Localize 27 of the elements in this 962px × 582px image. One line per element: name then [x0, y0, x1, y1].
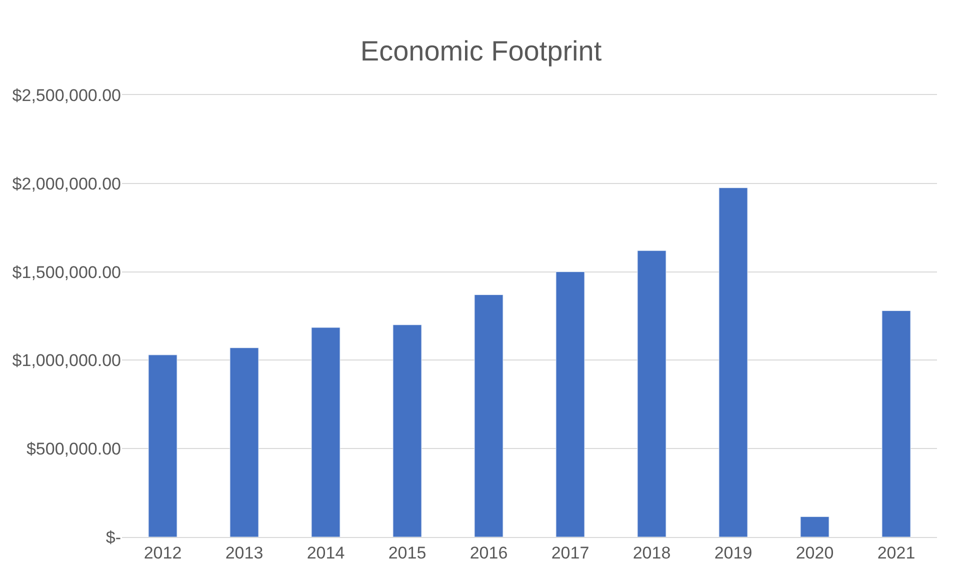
y-tick-label: $1,500,000.00: [12, 262, 121, 282]
bar: [637, 250, 666, 537]
x-tick-label: 2019: [714, 543, 752, 562]
y-tick-label: $1,000,000.00: [12, 351, 121, 370]
x-tick-label: 2015: [388, 543, 426, 562]
x-tick-label: 2016: [470, 543, 508, 562]
y-tick-label: $2,000,000.00: [12, 174, 121, 194]
y-tick-label: $500,000.00: [26, 440, 121, 459]
y-tick-label: $2,500,000.00: [12, 86, 121, 105]
bar: [556, 272, 585, 537]
x-tick-label: 2018: [632, 543, 671, 562]
x-tick-label: 2017: [551, 543, 590, 562]
y-tick-label: $-: [106, 528, 121, 547]
bar: [474, 294, 504, 537]
x-tick-label: 2013: [225, 543, 264, 562]
bar: [800, 516, 830, 537]
bar: [718, 188, 748, 537]
x-tick-label: 2012: [144, 543, 182, 562]
chart-title: Economic Footprint: [360, 35, 602, 66]
bar: [882, 310, 911, 537]
x-tick-label: 2014: [306, 543, 345, 562]
bar: [230, 348, 259, 537]
bar: [311, 327, 340, 537]
x-tick-label: 2021: [877, 543, 916, 562]
x-tick-label: 2020: [796, 543, 834, 562]
bar: [148, 354, 178, 537]
bar: [392, 324, 422, 537]
